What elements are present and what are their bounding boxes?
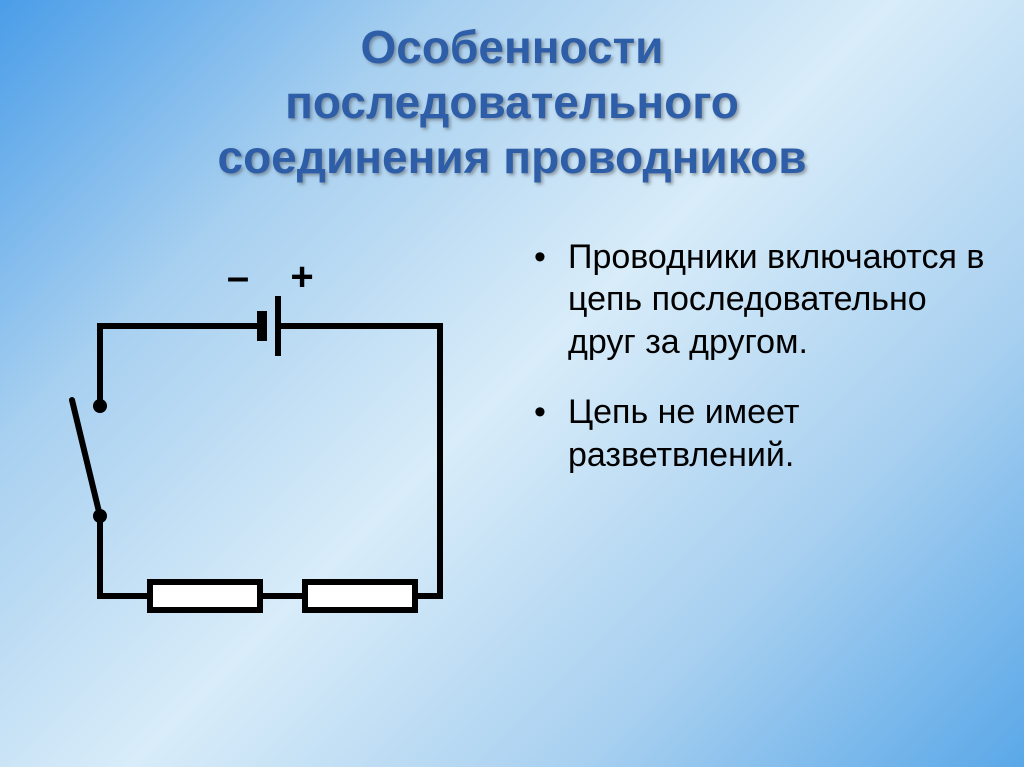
slide-title: Особенности последовательного соединения… [30, 20, 994, 186]
bullet-item-1: Цепь не имеет разветвлений. [520, 391, 994, 476]
slide: Особенности последовательного соединения… [0, 0, 1024, 767]
title-line-3: соединения проводников [218, 131, 807, 183]
switch-node-top [93, 399, 107, 413]
battery-minus-label: – [227, 255, 249, 299]
title-line-1: Особенности [361, 21, 664, 73]
content-row: –+ Проводники включаются в цепь последов… [30, 216, 994, 747]
switch-blade [72, 400, 100, 516]
resistor-2 [305, 582, 415, 610]
resistor-1 [150, 582, 260, 610]
title-line-2: последовательного [285, 76, 739, 128]
text-column: Проводники включаются в цепь последовате… [520, 216, 994, 505]
bullet-list: Проводники включаются в цепь последовате… [520, 236, 994, 477]
diagram-column: –+ [30, 216, 490, 636]
battery-plus-label: + [290, 255, 313, 299]
bullet-item-0: Проводники включаются в цепь последовате… [520, 236, 994, 364]
circuit-diagram: –+ [40, 236, 480, 636]
